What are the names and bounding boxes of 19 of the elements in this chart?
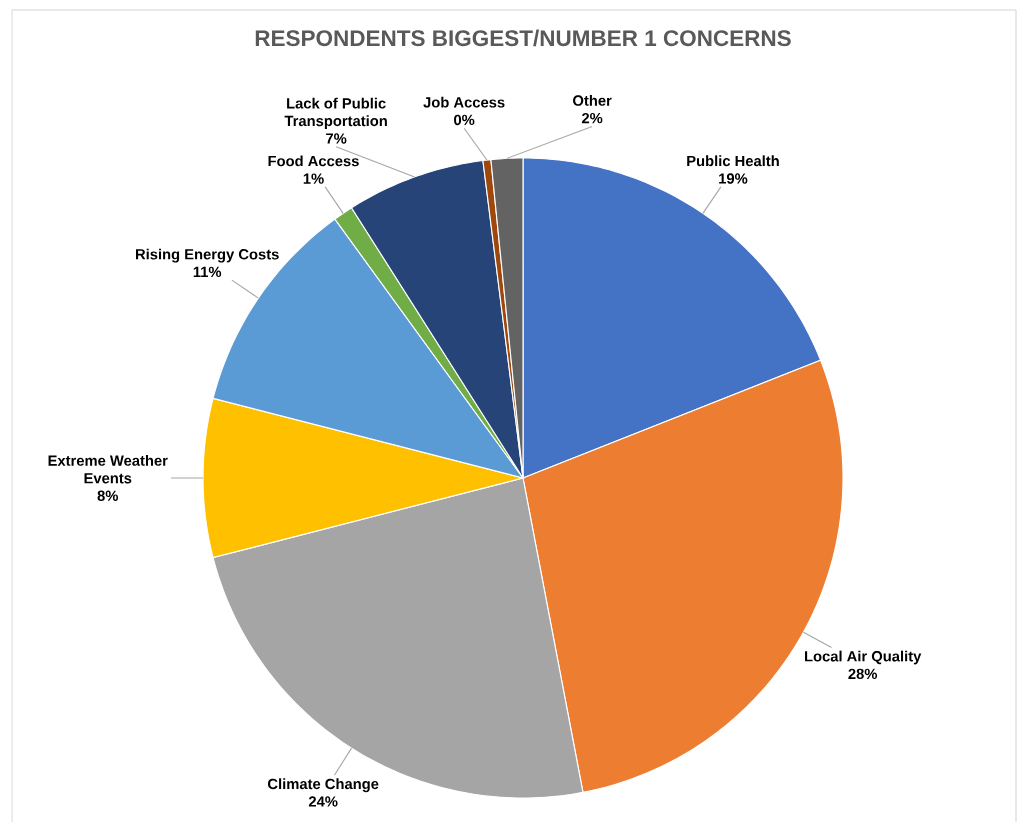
data-label: 28% [848, 668, 878, 680]
data-label: 24% [308, 796, 338, 807]
slice-label: Climate Change [267, 778, 379, 793]
slice-label: Other [573, 94, 612, 106]
data-label: 8% [97, 490, 119, 501]
chart-title: RESPONDENTS BIGGEST/NUMBER 1 CONCERNS [255, 29, 791, 47]
data-label: 2% [581, 112, 603, 124]
slice-label: Food Access [268, 155, 359, 167]
slice-label: Local Air Quality [805, 650, 922, 665]
slice-label: Extreme Weather Events [48, 455, 168, 484]
data-label: 0% [454, 114, 475, 126]
slice-label: Public Health [687, 155, 779, 167]
data-label: 11% [193, 266, 222, 278]
slice-label: Rising Energy Costs [135, 248, 279, 263]
slice-label: Job Access [423, 96, 505, 108]
slice-label: Lack of Public Transportation [284, 97, 387, 130]
data-label: 19% [719, 173, 748, 184]
data-label: 7% [326, 133, 347, 144]
data-label: 1% [303, 173, 324, 184]
